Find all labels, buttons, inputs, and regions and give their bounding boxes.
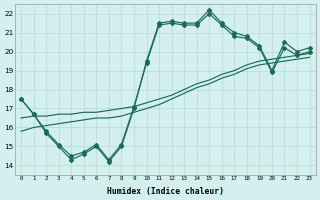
X-axis label: Humidex (Indice chaleur): Humidex (Indice chaleur): [107, 187, 224, 196]
